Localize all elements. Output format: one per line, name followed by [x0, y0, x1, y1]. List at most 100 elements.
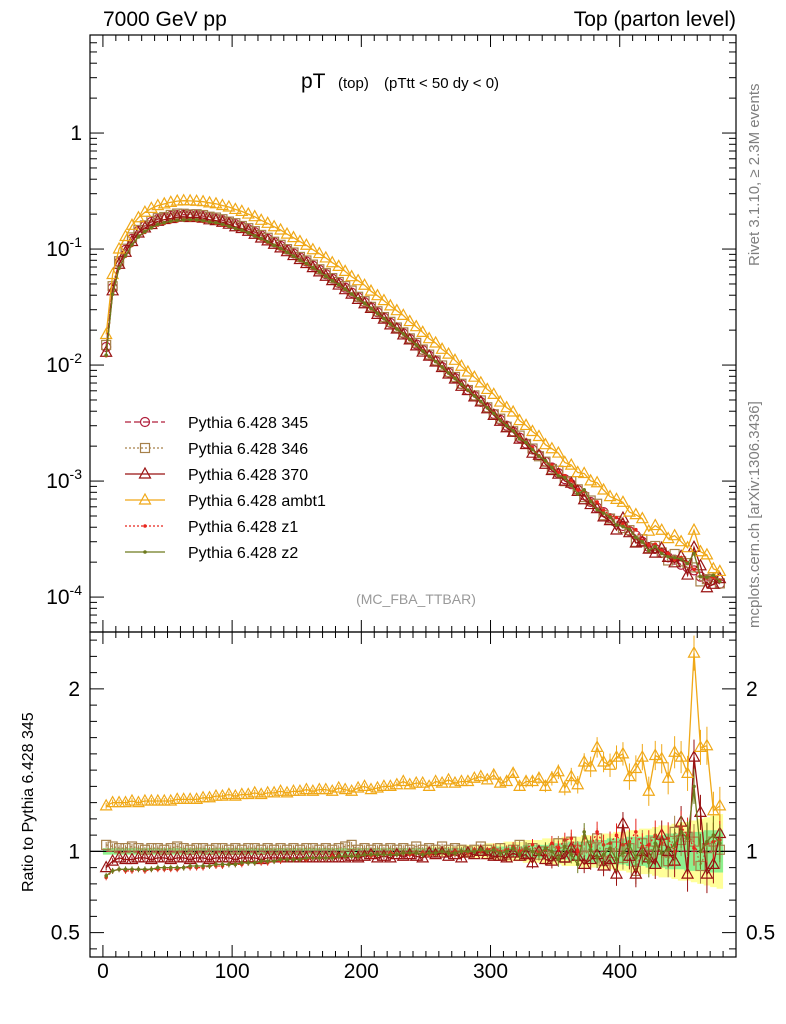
series-ratio-z2 [104, 768, 722, 879]
data-point [537, 454, 541, 459]
x-tick-label: 300 [473, 960, 508, 983]
data-point [345, 269, 359, 282]
ratio-point [162, 865, 167, 870]
data-point [183, 193, 197, 206]
data-point [614, 515, 619, 520]
ratio-point [416, 775, 430, 788]
ratio-point [614, 833, 619, 837]
ratio-point [674, 749, 688, 762]
ratio-point [601, 852, 606, 857]
ratio-point [569, 836, 574, 841]
data-point [149, 226, 154, 230]
legend-entry-p346: Pythia 6.428 346 [125, 441, 308, 458]
ratio-point [123, 867, 128, 872]
data-point [409, 319, 423, 332]
data-point [446, 371, 451, 375]
ratio-point [648, 748, 662, 761]
data-point [653, 544, 658, 549]
ratio-point [291, 857, 296, 862]
data-point [513, 413, 527, 426]
data-point [668, 555, 682, 568]
ratio-point [190, 850, 204, 863]
ratio-point [325, 784, 339, 796]
data-point [358, 296, 372, 309]
ratio-point [517, 852, 522, 857]
data-point [616, 510, 630, 523]
plot-frames [89, 34, 737, 958]
data-point [388, 322, 393, 326]
data-point [136, 235, 141, 239]
data-point [377, 311, 391, 324]
data-point [110, 292, 115, 296]
data-point [401, 332, 406, 336]
data-point [422, 331, 436, 344]
data-point [312, 246, 326, 259]
ratio-point [281, 844, 293, 855]
data-point [705, 575, 709, 579]
series-line-ambt1 [105, 200, 721, 573]
data-point [603, 489, 617, 502]
ratio-point [131, 850, 145, 863]
data-point [311, 265, 315, 270]
ratio-point [125, 793, 139, 806]
data-point [272, 243, 276, 248]
legend-marker [138, 466, 152, 479]
ratio-point [194, 864, 199, 868]
data-point [403, 332, 417, 345]
data-point [646, 548, 651, 553]
data-point [319, 268, 333, 281]
ratio-point [485, 849, 490, 854]
legend-entry-p345: Pythia 6.428 345 [125, 415, 308, 432]
data-point [467, 369, 481, 382]
data-point [112, 241, 126, 254]
data-point [692, 551, 696, 556]
ratio-point [345, 849, 359, 861]
data-point [306, 242, 320, 255]
ratio-point [240, 860, 244, 865]
axis-labels: 0 100 200 300 400 10-4 10-3 10-2 10-1 1 0.5 0.5 1 1 2 2 [46, 122, 775, 983]
ratio-point [414, 851, 419, 855]
ratio-point [454, 774, 468, 787]
ratio-point [440, 849, 444, 854]
legend-entry-z2: Pythia 6.428 z2 [125, 545, 298, 562]
data-point [609, 522, 624, 535]
ratio-point [201, 864, 205, 868]
data-point [474, 375, 488, 388]
data-point [349, 292, 354, 296]
data-point [138, 205, 152, 217]
ratio-point [661, 771, 675, 783]
data-point [556, 473, 561, 478]
data-point [411, 337, 422, 348]
ratio-point [582, 830, 586, 834]
data-point [362, 301, 367, 306]
ratio-point [480, 847, 494, 860]
data-point [681, 540, 695, 553]
ratio-point [409, 775, 423, 788]
legend-label: Pythia 6.428 345 [188, 415, 308, 432]
ratio-y-tick-label-left: 0.5 [51, 922, 80, 945]
data-point [711, 573, 716, 578]
ratio-point [622, 849, 636, 861]
ratio-y-tick-label-left: 1 [68, 840, 80, 863]
data-point [668, 528, 682, 541]
ratio-point [646, 860, 651, 865]
axis-ticks [90, 34, 736, 957]
ratio-point [558, 780, 572, 793]
legend-marker [138, 492, 152, 505]
data-point [706, 561, 720, 574]
ratio-point [362, 852, 367, 857]
x-tick-label: 100 [215, 960, 250, 983]
data-point [442, 366, 456, 379]
ratio-point [265, 859, 270, 863]
ratio-point [175, 865, 180, 870]
data-point [435, 342, 449, 354]
data-point [525, 424, 540, 437]
data-point [524, 440, 528, 445]
data-point [248, 209, 262, 222]
data-point [233, 226, 238, 231]
ratio-point [584, 759, 598, 772]
ratio-y-tick-label-right: 1 [746, 840, 758, 863]
ratio-point [220, 862, 225, 867]
ratio-point [597, 858, 611, 871]
data-point [209, 196, 223, 209]
